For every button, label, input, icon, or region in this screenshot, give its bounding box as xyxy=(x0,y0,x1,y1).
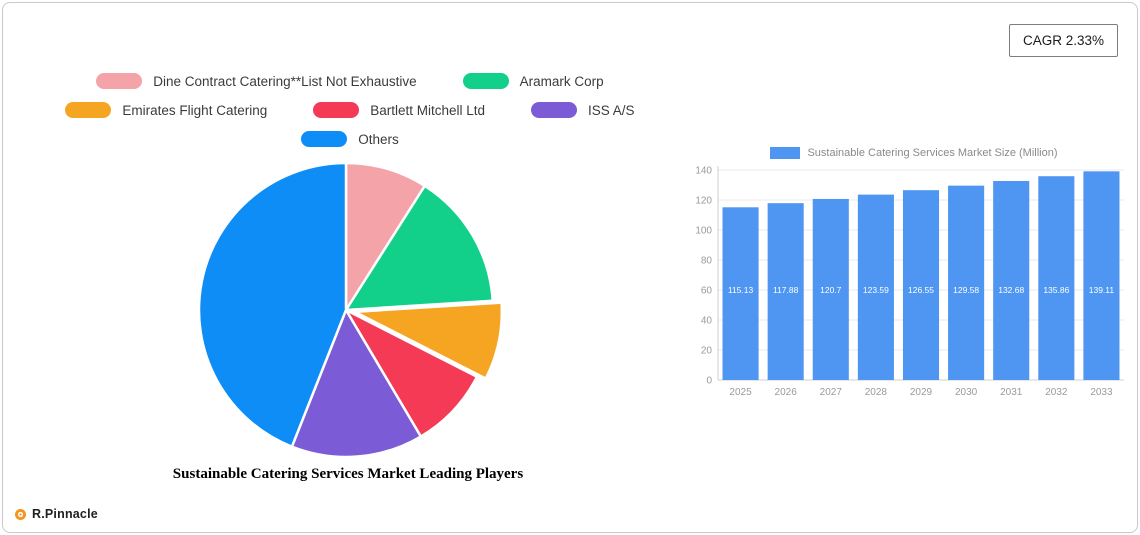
pie-slice xyxy=(353,301,504,380)
legend-item-aramark-corp: Aramark Corp xyxy=(462,73,604,89)
bar-2027 xyxy=(812,198,849,380)
x-tick-label: 2030 xyxy=(955,387,978,398)
legend-swatch xyxy=(301,131,348,147)
cagr-label: CAGR 2.33% xyxy=(1022,33,1104,48)
pie-slice xyxy=(344,308,479,438)
y-tick-label: 20 xyxy=(701,346,713,357)
legend-item-dine-contract-catering: Dine Contract Catering**List Not Exhaust… xyxy=(96,73,417,89)
x-tick-label: 2033 xyxy=(1090,387,1113,398)
pie-legend: Dine Contract Catering**List Not Exhaust… xyxy=(0,73,700,147)
legend-swatch xyxy=(313,102,360,118)
x-tick-label: 2026 xyxy=(775,387,798,398)
bar-value-label: 123.59 xyxy=(863,285,889,295)
x-tick-label: 2032 xyxy=(1045,387,1068,398)
legend-item-iss: ISS A/S xyxy=(531,102,635,118)
y-tick-label: 0 xyxy=(706,376,712,387)
legend-label: ISS A/S xyxy=(588,102,635,118)
logo-icon xyxy=(15,508,26,520)
bar-2031 xyxy=(993,180,1030,380)
cagr-badge: CAGR 2.33% xyxy=(1008,24,1118,57)
bar-value-label: 132.68 xyxy=(998,285,1024,295)
y-tick-label: 60 xyxy=(701,286,713,297)
bar-value-label: 135.86 xyxy=(1043,285,1069,295)
legend-item-bartlett-mitchell: Bartlett Mitchell Ltd xyxy=(313,102,485,118)
legend-label: Bartlett Mitchell Ltd xyxy=(370,102,486,118)
x-tick-label: 2027 xyxy=(820,387,843,398)
pie-slice xyxy=(290,308,423,459)
bar-2029 xyxy=(902,190,940,380)
y-tick-label: 100 xyxy=(695,226,712,237)
bar-legend-label: Sustainable Catering Services Market Siz… xyxy=(807,147,1058,159)
legend-swatch xyxy=(531,102,578,118)
bar-2032 xyxy=(1038,176,1075,380)
bar-chart-legend: Sustainable Catering Services Market Siz… xyxy=(690,147,1138,159)
legend-item-others: Others xyxy=(301,131,399,147)
legend-item-emirates-flight-catering: Emirates Flight Catering xyxy=(65,102,267,118)
x-tick-label: 2025 xyxy=(729,387,752,398)
brand-logo: R.Pinnacle xyxy=(14,507,98,521)
legend-swatch xyxy=(96,73,143,89)
pie-chart xyxy=(197,161,504,459)
legend-swatch xyxy=(462,73,509,89)
bar-value-label: 139.11 xyxy=(1089,285,1115,295)
bar-2025 xyxy=(722,207,759,380)
legend-row: Emirates Flight Catering Bartlett Mitche… xyxy=(65,102,635,118)
pie-slice xyxy=(197,161,348,448)
legend-label: Emirates Flight Catering xyxy=(122,102,268,118)
x-tick-label: 2028 xyxy=(865,387,888,398)
legend-label: Dine Contract Catering**List Not Exhaust… xyxy=(153,73,417,89)
logo-text: R.Pinnacle xyxy=(32,507,98,521)
y-tick-label: 40 xyxy=(701,316,713,327)
bar-chart: 0 20 40 60 80 100 120 140 115.13 2025 117.88 2026 12… xyxy=(695,166,1124,398)
pie-slice xyxy=(344,161,427,312)
pie-slice xyxy=(344,184,494,312)
bar-2030 xyxy=(948,185,985,380)
x-tick-label: 2031 xyxy=(1000,387,1023,398)
bar-2033 xyxy=(1083,171,1120,380)
pie-chart-title: Sustainable Catering Services Market Lea… xyxy=(172,466,524,482)
bar-value-label: 126.55 xyxy=(908,285,934,295)
legend-label: Others xyxy=(358,131,399,147)
legend-swatch xyxy=(65,102,112,118)
bar-2028 xyxy=(857,194,894,380)
y-tick-label: 120 xyxy=(695,196,712,207)
bar-value-label: 120.7 xyxy=(820,285,842,295)
y-tick-label: 80 xyxy=(701,256,713,267)
legend-label: Aramark Corp xyxy=(519,73,604,89)
legend-row: Others xyxy=(301,131,399,147)
x-tick-label: 2029 xyxy=(910,387,933,398)
y-tick-label: 140 xyxy=(695,166,712,177)
bar-value-label: 117.88 xyxy=(773,285,799,295)
bar-legend-swatch xyxy=(770,147,801,159)
bar-value-label: 129.58 xyxy=(953,285,979,295)
bar-2026 xyxy=(767,203,804,380)
legend-row: Dine Contract Catering**List Not Exhaust… xyxy=(96,73,604,89)
bar-value-label: 115.13 xyxy=(728,285,754,295)
